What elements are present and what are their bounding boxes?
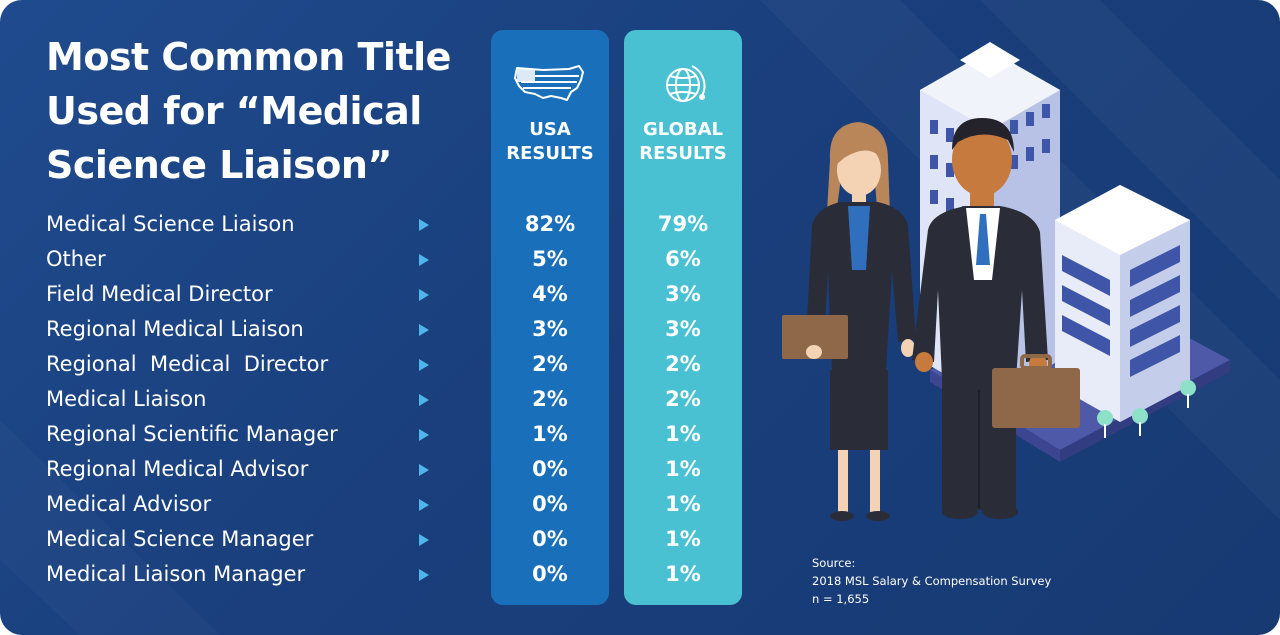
table-row: Medical Liaison Manager 0% 1% [0,557,760,592]
table-row: Medical Science Liaison 82% 79% [0,207,760,242]
row-label: Medical Science Liaison [46,212,295,236]
triangle-arrow-icon [419,464,429,476]
triangle-arrow-icon [419,394,429,406]
triangle-arrow-icon [419,289,429,301]
usa-value: 4% [532,282,568,306]
table-row: Regional Medical Advisor 0% 1% [0,452,760,487]
row-label: Field Medical Director [46,282,273,306]
usa-value: 0% [532,562,568,586]
table-row: Medical Liaison 2% 2% [0,382,760,417]
sample-size: n = 1,655 [812,592,870,606]
page-title: Most Common Title Used for “Medical Scie… [46,35,451,187]
usa-header-line1: USA [529,119,571,140]
usa-value: 0% [532,457,568,481]
global-header-line1: GLOBAL [642,119,724,140]
usa-header-line2: RESULTS [506,143,594,164]
usa-results-panel: USA RESULTS [491,30,609,605]
row-label: Medical Advisor [46,492,212,516]
triangle-arrow-icon [419,429,429,441]
global-value: 1% [665,422,701,446]
global-value: 2% [665,352,701,376]
triangle-arrow-icon [419,219,429,231]
woman-figure [782,122,916,521]
row-label: Regional Medical Liaison [46,317,304,341]
triangle-arrow-icon [419,254,429,266]
global-value: 1% [665,527,701,551]
usa-value: 82% [524,212,576,236]
usa-value: 0% [532,527,568,551]
global-value: 2% [665,387,701,411]
global-value: 3% [665,282,701,306]
row-label: Regional Medical Advisor [46,457,309,481]
usa-value: 2% [532,387,568,411]
table-row: Medical Science Manager 0% 1% [0,522,760,557]
triangle-arrow-icon [419,499,429,511]
business-people-illustration [782,42,1230,521]
global-value: 1% [665,492,701,516]
global-value: 1% [665,457,701,481]
triangle-arrow-icon [419,569,429,581]
table-row: Regional Medical Director 2% 2% [0,347,760,382]
global-results-panel: GLOBAL RESULTS [624,30,742,605]
usa-value: 3% [532,317,568,341]
usa-value: 0% [532,492,568,516]
row-label: Medical Liaison Manager [46,562,306,586]
source-label: Source: [812,556,856,570]
row-label: Regional Medical Director [46,352,329,376]
row-label: Other [46,247,106,271]
man-figure [912,118,1080,519]
triangle-arrow-icon [419,359,429,371]
usa-value: 5% [532,247,568,271]
triangle-arrow-icon [419,534,429,546]
table-row: Field Medical Director 4% 3% [0,277,760,312]
global-value: 79% [657,212,709,236]
globe-icon [666,65,706,102]
usa-column-header: USA RESULTS [491,118,609,166]
table-row: Regional Scientific Manager 1% 1% [0,417,760,452]
row-label: Medical Liaison [46,387,207,411]
global-value: 1% [665,562,701,586]
table-row: Other 5% 6% [0,242,760,277]
usa-value: 1% [532,422,568,446]
row-label: Regional Scientific Manager [46,422,338,446]
global-header-line2: RESULTS [639,143,727,164]
triangle-arrow-icon [419,324,429,336]
row-label: Medical Science Manager [46,527,314,551]
global-column-header: GLOBAL RESULTS [624,118,742,166]
usa-flag-map-icon [514,65,584,101]
source-note: Source: 2018 MSL Salary & Compensation S… [812,554,1051,608]
global-value: 3% [665,317,701,341]
table-row: Regional Medical Liaison 3% 3% [0,312,760,347]
global-value: 6% [665,247,701,271]
table-row: Medical Advisor 0% 1% [0,487,760,522]
usa-value: 2% [532,352,568,376]
source-name: 2018 MSL Salary & Compensation Survey [812,574,1052,588]
